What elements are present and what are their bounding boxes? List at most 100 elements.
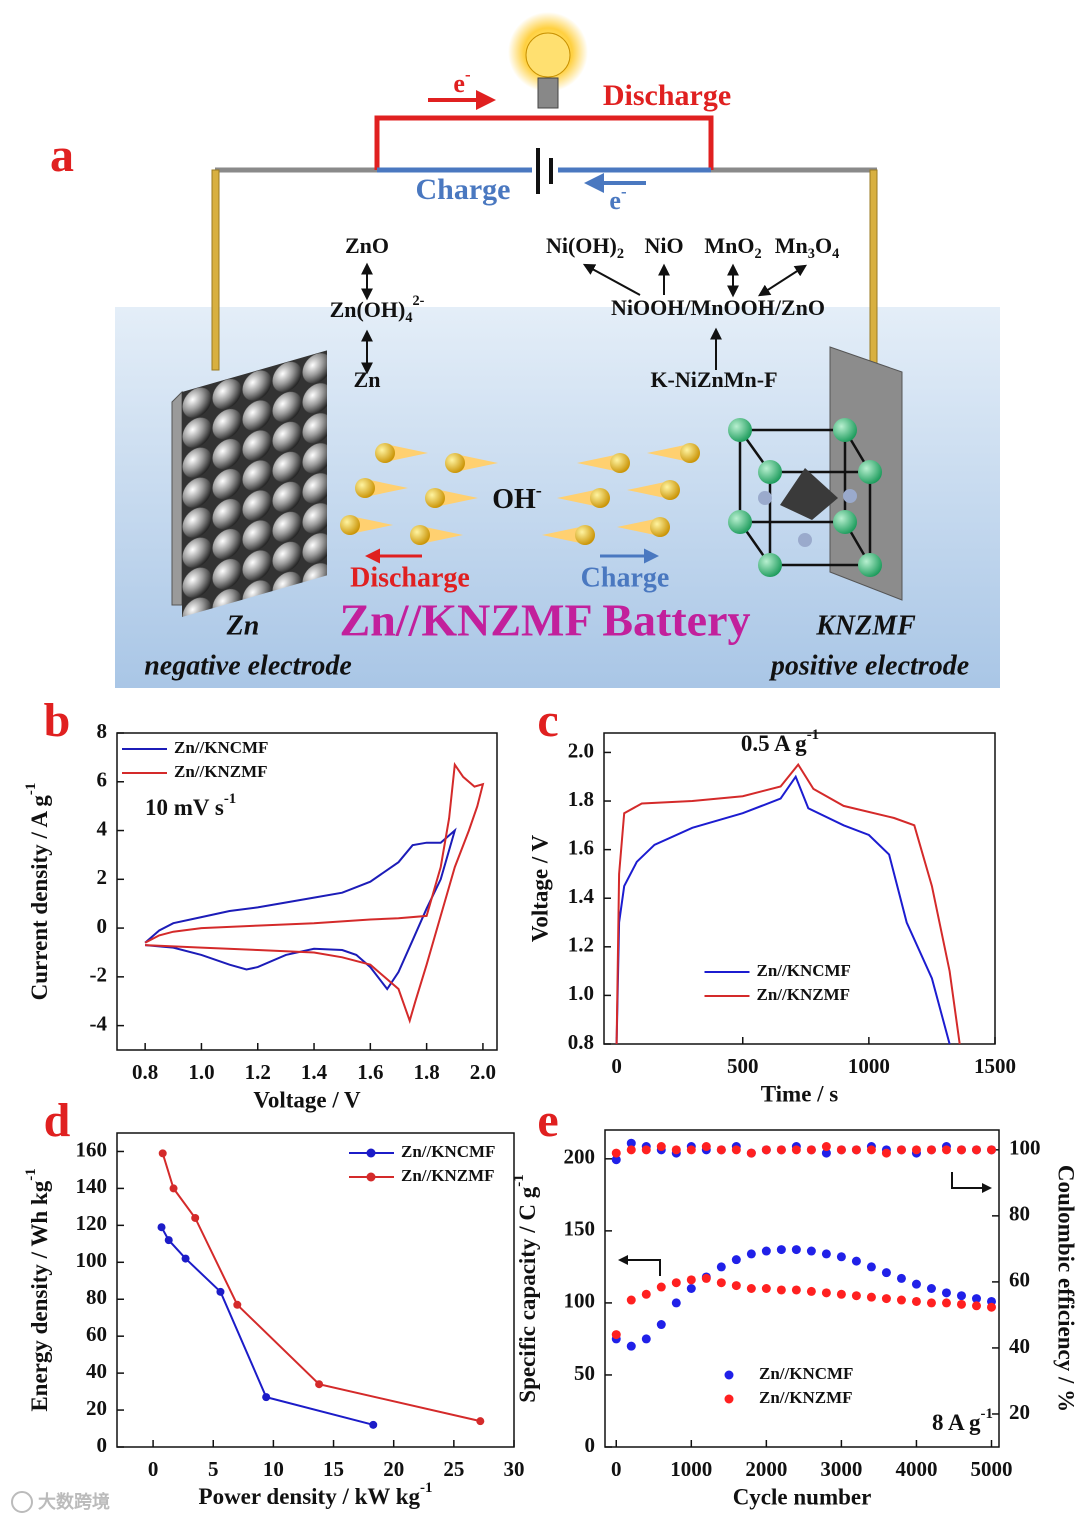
atom [858,553,882,577]
label: Zn//KNZMF Battery [340,595,751,646]
y-tick-label: -2 [90,963,108,987]
atoms [728,418,882,577]
point [656,1282,666,1292]
point [191,1213,200,1222]
point [157,1223,166,1232]
point [776,1245,786,1255]
legend-label: Zn//KNCMF [174,738,268,757]
point [716,1145,726,1155]
point [941,1145,951,1155]
x-tick-label: 0.8 [132,1060,158,1084]
x-tick-label: 1.6 [357,1060,383,1084]
y-tick-label: 100 [564,1289,596,1313]
annotation: 8 A g-1 [932,1406,993,1435]
point [986,1145,996,1155]
point [731,1281,741,1291]
x-tick-label: 2000 [745,1457,787,1481]
text-part: ZnO [345,233,389,258]
x-tick-label: 500 [727,1054,759,1078]
point [776,1285,786,1295]
point [881,1148,891,1158]
point [956,1291,966,1301]
y-tick-label: 0 [97,1433,108,1457]
point [986,1302,996,1312]
point [956,1299,966,1309]
plot-frame [604,1129,1000,1448]
y-tick-label: 0 [97,914,108,938]
cell-edge [738,428,847,524]
label: Zn(OH)42- [330,293,425,326]
point [896,1145,906,1155]
text-part: Mn [775,233,808,258]
text-part: - [621,182,627,201]
series-line [144,827,457,991]
point [686,1275,696,1285]
label: NiO [644,233,683,258]
point [791,1145,801,1155]
point [806,1246,816,1256]
zn-spheres [182,350,327,617]
x-tick-label: 1.2 [245,1060,271,1084]
x-axis-title: Time / s [761,1081,839,1106]
atom [728,510,752,534]
legend-label: Zn//KNZMF [174,762,268,781]
x-tick-label: 2.0 [470,1060,496,1084]
legend-label: Zn//KNCMF [401,1142,495,1161]
crystal-cell [738,428,872,567]
series-line [615,774,951,1045]
arrow [618,1255,661,1276]
legend-marker [724,1370,734,1380]
text-part: 2- [413,293,425,309]
label: e- [453,65,470,98]
text-part: 2 [617,246,624,262]
label: negative electrode [144,650,352,681]
label: e- [609,182,626,215]
text-part: -1 [420,1480,432,1496]
rod [211,169,220,371]
series-line [144,761,485,1024]
point [866,1292,876,1302]
text-part: 4 [832,246,839,262]
text-part: -1 [23,1168,39,1180]
point [881,1294,891,1304]
y-tick-label: -4 [90,1011,108,1035]
text-part: 2 [754,246,761,262]
bulb-base [537,77,559,109]
arrow [582,263,641,296]
point [926,1284,936,1293]
point [761,1246,771,1256]
x-axis-title: Power density / kW kg-1 [199,1480,433,1509]
text-part: -1 [981,1406,993,1422]
point [791,1245,801,1255]
y-tick-label: 50 [574,1361,595,1385]
y2-tick-label: 20 [1009,1400,1030,1424]
y-tick-label: 0.8 [568,1030,594,1054]
label: ZnO [345,233,389,258]
y-tick-label: 1.8 [568,787,594,811]
point [671,1298,681,1308]
x-tick-label: 25 [443,1457,464,1481]
point [836,1145,846,1155]
point [971,1145,981,1155]
point [851,1291,861,1301]
x-tick-label: 0 [611,1054,622,1078]
label: Zn [354,367,381,392]
y-axis-title: Energy density / Wh kg-1 [23,1168,52,1411]
atom [833,510,857,534]
panel-label: d [44,1094,71,1147]
text-part: Power density / kW kg [199,1484,421,1509]
series-line [615,762,961,1045]
x-axis-title: Voltage / V [253,1087,361,1112]
x-tick-label: 4000 [895,1457,937,1481]
point [701,1142,711,1152]
x-tick-label: 1.8 [414,1060,440,1084]
zn-sphere-array [182,350,327,617]
y-tick-label: 2 [97,865,108,889]
x-axis-title: Cycle number [733,1484,872,1509]
zn-plate [171,390,183,606]
y-axis-title: Voltage / V [527,834,552,942]
y-tick-label: 0 [585,1433,596,1457]
point [911,1145,921,1155]
y-tick-label: 200 [564,1145,596,1169]
text-part: O [815,233,832,258]
